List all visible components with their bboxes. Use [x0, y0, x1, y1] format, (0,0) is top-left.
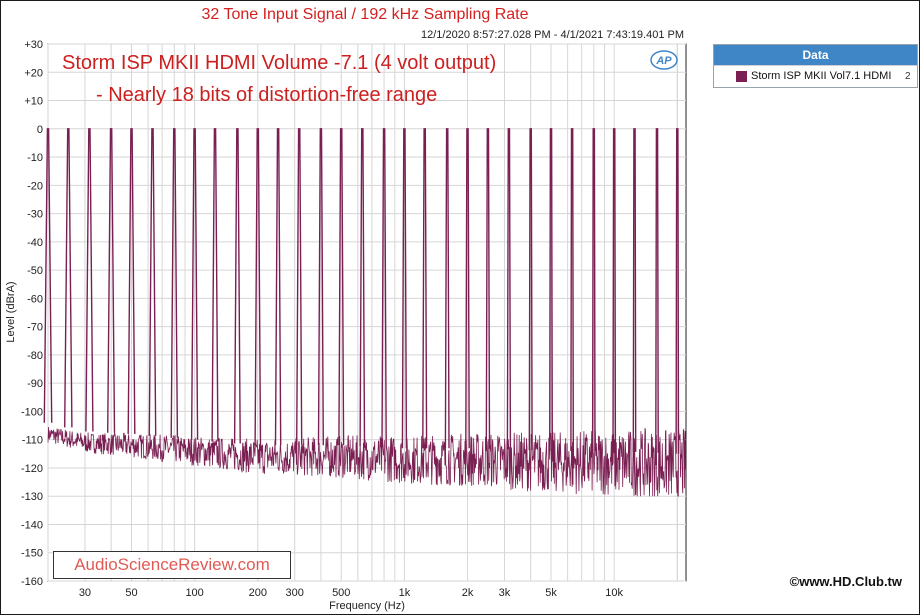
annotation-line-2: - Nearly 18 bits of distortion-free rang…	[96, 84, 437, 106]
y-tick-label: -40	[27, 237, 43, 249]
x-tick-label: 30	[79, 587, 91, 599]
tone-peak	[170, 128, 179, 438]
x-tick-label: 300	[286, 587, 304, 599]
y-tick-label: -100	[21, 406, 43, 418]
legend-item[interactable]: Storm ISP MKII Vol7.1 HDMI 2	[714, 65, 917, 86]
annotation-line-1: Storm ISP MKII HDMI Volume -7.1 (4 volt …	[62, 52, 496, 74]
x-tick-label: 1k	[399, 587, 411, 599]
ap-logo: AP	[650, 50, 678, 70]
y-tick-label: -50	[27, 265, 43, 277]
tone-peak	[211, 128, 219, 442]
tone-peak	[64, 128, 73, 428]
tone-peak	[485, 128, 491, 449]
y-tick-label: -70	[27, 322, 43, 334]
legend-count: 2	[905, 70, 911, 82]
tone-peak	[43, 128, 53, 423]
legend-swatch	[736, 70, 747, 82]
legend: Data Storm ISP MKII Vol7.1 HDMI 2	[713, 44, 918, 88]
tone-peak	[549, 128, 553, 452]
chart-title: 32 Tone Input Signal / 192 kHz Sampling …	[201, 6, 528, 23]
x-tick-label: 200	[249, 587, 267, 599]
tone-peak	[675, 128, 680, 454]
y-tick-label: -120	[21, 463, 43, 475]
x-tick-label: 10k	[605, 587, 623, 599]
y-tick-label: +20	[24, 67, 43, 79]
ap-logo-text: AP	[655, 55, 672, 67]
tone-peak	[612, 128, 617, 452]
tone-peak	[506, 128, 512, 450]
tone-peak	[127, 128, 136, 435]
tone-peak	[190, 128, 199, 440]
y-tick-label: -140	[21, 519, 43, 531]
tone-peak	[359, 128, 366, 447]
y-tick-label: -60	[27, 293, 43, 305]
tone-peak	[296, 128, 303, 446]
noise-floor-trace	[47, 426, 687, 497]
timestamp: 12/1/2020 8:57:27.028 PM - 4/1/2021 7:43…	[421, 29, 684, 41]
y-tick-label: -110	[22, 435, 43, 447]
y-tick-label: -10	[27, 152, 43, 164]
y-tick-label: +30	[24, 39, 43, 51]
tone-peak	[632, 128, 637, 452]
legend-series-name: Storm ISP MKII Vol7.1 HDMI	[751, 70, 892, 82]
y-tick-label: -20	[27, 180, 43, 192]
tick-labels: +30 +20 +10 0 -10 -20 -30 -40 -50 -60 -70 -80 -90 -10…	[21, 39, 624, 599]
y-tick-label: -150	[21, 548, 43, 560]
tone-peak	[85, 128, 94, 432]
tone-peak	[591, 128, 596, 452]
tone-peak	[148, 128, 157, 436]
tone-peak	[338, 128, 345, 446]
y-tick-label: 0	[37, 124, 43, 136]
y-axis-label: Level (dBrA)	[5, 281, 17, 342]
series-noise-line	[47, 426, 687, 497]
credit-text: ©www.HD.Club.tw	[789, 574, 902, 589]
y-tick-label: -30	[27, 209, 43, 221]
watermark: AudioScienceReview.com	[53, 551, 291, 579]
y-tick-label: -160	[21, 576, 43, 588]
y-tick-label: +10	[24, 96, 43, 108]
x-axis-label: Frequency (Hz)	[329, 600, 405, 612]
tone-peaks	[43, 128, 680, 454]
y-tick-label: -130	[21, 491, 43, 503]
legend-header: Data	[714, 45, 917, 65]
tone-peak	[422, 128, 428, 449]
tone-peak	[401, 128, 408, 449]
tone-peak	[254, 128, 262, 446]
x-tick-label: 50	[125, 587, 137, 599]
tone-peak	[465, 128, 470, 449]
tone-peak	[107, 128, 116, 433]
x-tick-label: 2k	[462, 587, 474, 599]
tone-peak	[528, 128, 533, 451]
tone-peak	[274, 128, 282, 446]
x-tick-label: 3k	[499, 587, 511, 599]
y-tick-label: -80	[27, 350, 43, 362]
x-tick-label: 500	[332, 587, 350, 599]
x-tick-label: 5k	[545, 587, 557, 599]
plot-area	[47, 43, 687, 582]
tone-peak	[381, 128, 387, 448]
tone-peak	[317, 128, 324, 446]
tone-peak	[655, 128, 659, 453]
x-tick-label: 100	[185, 587, 203, 599]
tone-peak	[233, 128, 241, 444]
y-tick-label: -90	[27, 378, 43, 390]
tone-peak	[570, 128, 574, 452]
tone-peak	[444, 128, 450, 449]
